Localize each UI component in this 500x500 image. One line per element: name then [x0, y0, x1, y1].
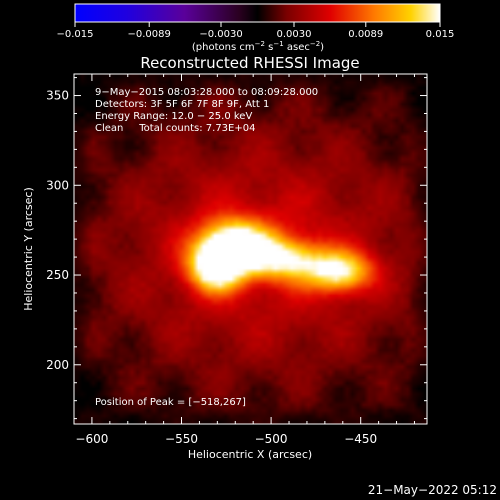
colorbar-tick-label: 0.0089: [348, 29, 383, 40]
colorbar-tick-label: −0.015: [56, 29, 93, 40]
annotation-time-range: 9−May−2015 08:03:28.000 to 08:09:28.000: [95, 87, 319, 98]
x-tick-label: −500: [255, 432, 288, 446]
annotation-clean-counts: Clean Total counts: 7.73E+04: [95, 123, 256, 134]
x-tick-label: −450: [344, 432, 377, 446]
colorbar-tick-label: −0.0089: [128, 29, 171, 40]
heatmap-image: [74, 74, 427, 424]
x-axis-label: Heliocentric X (arcsec): [188, 448, 312, 461]
plot-frame: [73, 73, 428, 425]
x-tick-label: −600: [75, 432, 108, 446]
y-axis-label: Heliocentric Y (arcsec): [22, 187, 35, 311]
colorbar-unit-label: (photons cm−2 s−1 asec−2): [192, 40, 324, 53]
colorbar-tick-label: −0.0030: [199, 29, 242, 40]
y-tick-label: 200: [46, 358, 69, 372]
peak-position-label: Position of Peak = [−518,267]: [95, 397, 246, 408]
colorbar-tick-label: 0.0030: [277, 29, 312, 40]
x-tick-label: −550: [165, 432, 198, 446]
footer-timestamp: 21−May−2022 05:12: [368, 483, 497, 497]
colorbar: [74, 3, 441, 23]
y-tick-label: 300: [46, 178, 69, 192]
chart-title: Reconstructed RHESSI Image: [140, 54, 359, 72]
colorbar-ticks: −0.015 −0.0089 −0.0030 0.0030 0.0089 0.015: [56, 22, 454, 40]
axes: −600 −550 −500 −450 200 250 300 350: [46, 74, 427, 446]
colorbar-tick-label: 0.015: [426, 29, 455, 40]
annotation-energy-range: Energy Range: 12.0 − 25.0 keV: [95, 111, 253, 122]
annotation-detectors: Detectors: 3F 5F 6F 7F 8F 9F, Att 1: [95, 99, 270, 110]
y-tick-label: 250: [46, 268, 69, 282]
y-tick-label: 350: [46, 89, 69, 103]
